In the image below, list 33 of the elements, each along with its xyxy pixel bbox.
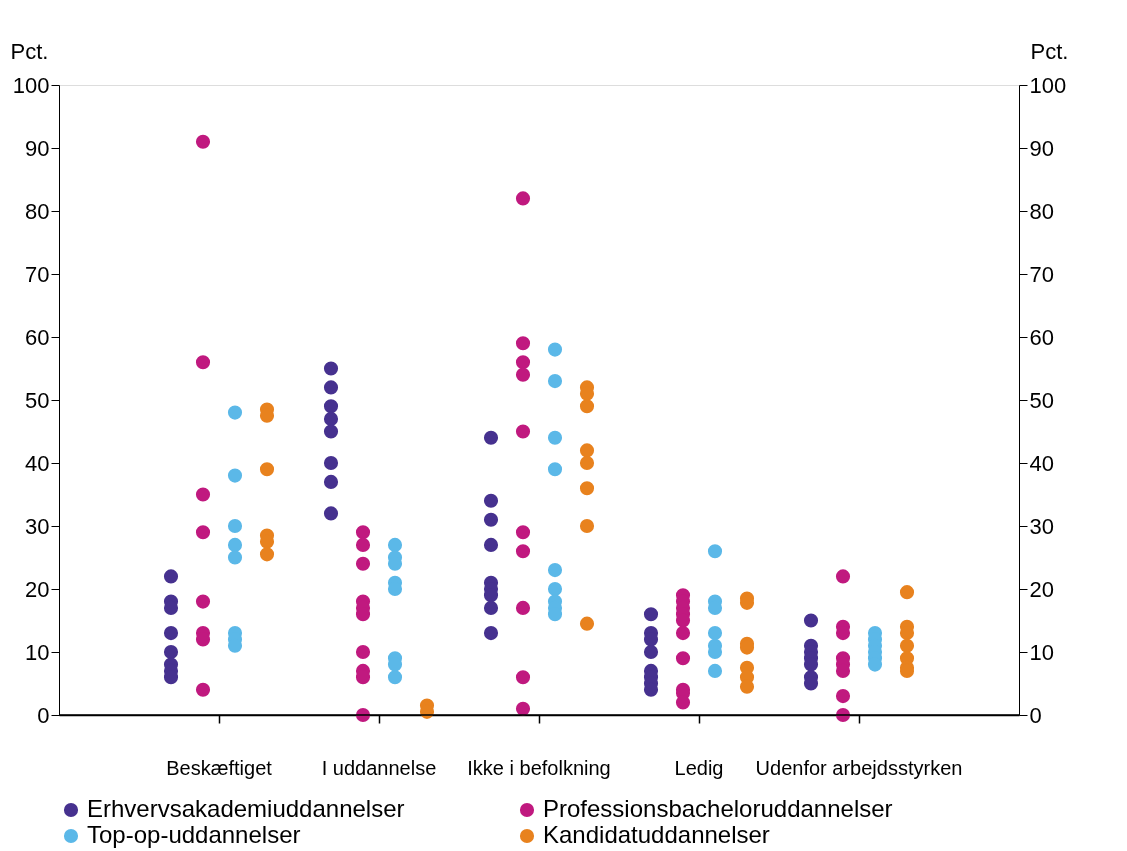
y-tick-label: 90	[25, 135, 50, 161]
x-tick-label: Beskæftiget	[166, 756, 273, 779]
x-tick-label: Ikke i befolkning	[467, 756, 611, 779]
y-tick-label: 70	[25, 261, 50, 287]
y2-tick-label: 10	[1029, 639, 1054, 665]
y-tick-label: 20	[25, 576, 50, 602]
y2-tick-label: 20	[1029, 576, 1054, 602]
x-tick-label: Udenfor arbejdsstyrken	[755, 756, 963, 779]
legend-label: Professionsbacheloruddannelser	[543, 795, 893, 822]
y2-tick-label: 80	[1029, 198, 1054, 224]
y2-axis-title: Pct.	[1030, 38, 1069, 64]
y-axis-title: Pct.	[10, 38, 49, 64]
y2-tick-label: 0	[1029, 702, 1042, 728]
x-tick-label: Ledig	[674, 756, 724, 779]
y-tick-label: 40	[25, 450, 50, 476]
y-tick-label: 0	[37, 702, 50, 728]
y2-tick-label: 60	[1029, 324, 1054, 350]
x-tick-label: I uddannelse	[321, 756, 437, 779]
y-tick-label: 30	[25, 513, 50, 539]
y-tick-label: 60	[25, 324, 50, 350]
y-tick-label: 10	[25, 639, 50, 665]
legend-label: Erhvervsakademiuddannelser	[87, 795, 405, 822]
y-tick-label: 80	[25, 198, 50, 224]
y-tick-label: 50	[25, 387, 50, 413]
legend-label: Top-op-uddannelser	[87, 821, 301, 848]
y2-tick-label: 50	[1029, 387, 1054, 413]
legend-label: Kandidatuddannelser	[543, 821, 770, 848]
y2-tick-label: 90	[1029, 135, 1054, 161]
y2-tick-label: 30	[1029, 513, 1054, 539]
y2-tick-label: 40	[1029, 450, 1054, 476]
y2-tick-label: 100	[1029, 72, 1067, 98]
y2-tick-label: 70	[1029, 261, 1054, 287]
y-tick-label: 100	[12, 72, 50, 98]
